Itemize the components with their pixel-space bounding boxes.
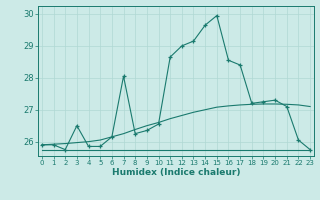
X-axis label: Humidex (Indice chaleur): Humidex (Indice chaleur) [112,168,240,177]
